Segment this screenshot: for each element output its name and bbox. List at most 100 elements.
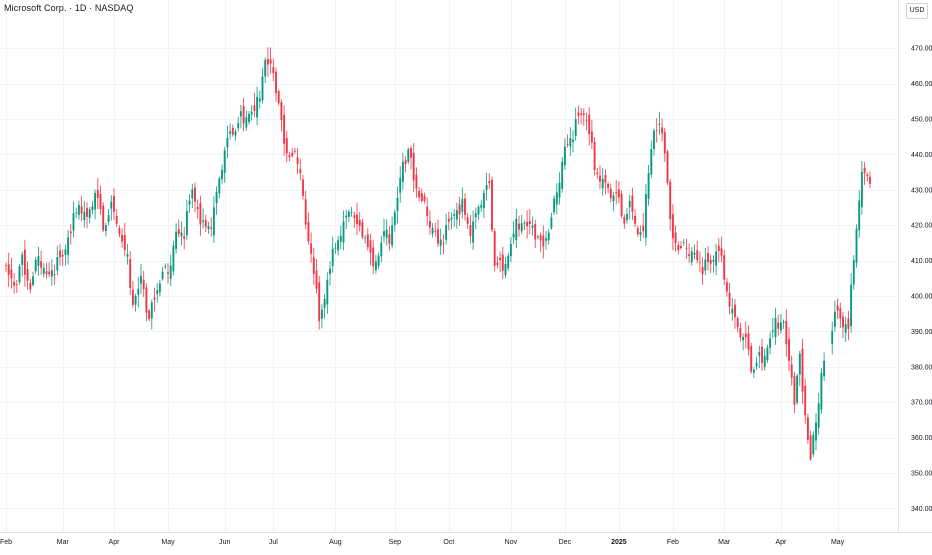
candle-body <box>580 113 583 115</box>
candle <box>418 187 421 202</box>
candle-body <box>461 199 464 212</box>
candle-body <box>526 221 529 227</box>
candle-body <box>585 120 588 122</box>
candle <box>188 193 191 213</box>
candle <box>269 47 272 74</box>
candle <box>709 254 712 274</box>
candle <box>299 158 302 181</box>
candle-body <box>199 203 202 225</box>
candle-body <box>129 258 132 289</box>
candle-body <box>331 248 334 266</box>
candle-body <box>615 192 618 194</box>
candle <box>256 86 259 126</box>
candle <box>669 178 672 231</box>
candle-body <box>669 181 672 220</box>
candle-body <box>790 364 793 378</box>
candle-body <box>474 213 477 218</box>
candle-body <box>815 422 817 441</box>
candle-body <box>480 205 483 208</box>
candle <box>536 234 539 240</box>
candle <box>550 212 553 230</box>
candle-body <box>366 234 369 248</box>
candle <box>94 189 97 220</box>
candle-body <box>261 76 264 101</box>
candle <box>77 200 80 220</box>
time-tick-label: Apr <box>109 539 121 546</box>
candle <box>32 271 34 287</box>
candle-body <box>226 137 229 148</box>
candle-body <box>142 279 145 290</box>
candle-body <box>361 222 364 238</box>
candle-body <box>696 250 699 261</box>
candle-body <box>172 245 175 272</box>
candle <box>442 233 445 255</box>
candle-body <box>458 204 461 215</box>
candle-body <box>185 210 188 236</box>
candle-body <box>364 237 367 239</box>
candle <box>129 250 132 295</box>
candle <box>307 212 310 245</box>
candle-body <box>380 242 383 257</box>
currency-button[interactable]: USD <box>906 3 928 19</box>
candle-body <box>423 195 426 201</box>
candle <box>466 212 469 229</box>
candle <box>431 223 434 238</box>
candle-body <box>307 221 310 242</box>
candle-body <box>812 434 815 455</box>
candle <box>234 128 237 141</box>
candle-body <box>272 67 275 74</box>
candle-body <box>104 225 107 232</box>
candle-body <box>40 261 43 268</box>
candle-body <box>350 212 353 214</box>
candle-body <box>80 206 83 214</box>
candle <box>731 297 734 321</box>
candle-body <box>674 232 677 244</box>
candle-body <box>464 198 466 215</box>
candle <box>83 201 86 228</box>
candle <box>507 252 510 271</box>
candle <box>647 164 650 206</box>
candle <box>666 149 669 186</box>
candle <box>96 177 99 210</box>
candle-body <box>536 236 539 238</box>
candle <box>272 58 275 82</box>
candle <box>175 223 178 254</box>
candle <box>415 167 418 198</box>
candle <box>817 392 820 435</box>
candle-body <box>234 131 237 136</box>
candle-body <box>839 308 842 319</box>
candle-body <box>223 150 226 173</box>
candle <box>275 67 277 102</box>
candle <box>145 283 148 322</box>
candle <box>842 311 844 339</box>
candle-body <box>698 262 701 264</box>
candle <box>839 302 842 329</box>
candle-body <box>383 231 385 237</box>
candle <box>599 165 601 190</box>
candle-body <box>342 221 345 243</box>
symbol-title[interactable]: Microsoft Corp. · 1D · NASDAQ <box>4 3 134 13</box>
candle-body <box>520 223 523 232</box>
candle-body <box>509 243 512 257</box>
candle-body <box>339 235 342 242</box>
candle-body <box>426 206 429 217</box>
candle <box>499 251 502 273</box>
candle <box>126 244 129 265</box>
candle <box>850 273 853 333</box>
candle <box>493 228 496 272</box>
candle <box>626 207 628 224</box>
candle <box>23 239 26 287</box>
candle-body <box>720 248 723 256</box>
candle-body <box>204 219 207 227</box>
time-tick-label: Mar <box>57 539 70 546</box>
price-tick-label: 450.00 <box>911 117 932 124</box>
candle <box>61 249 64 267</box>
candle-body <box>623 216 626 224</box>
candle-body <box>302 179 304 196</box>
candle <box>420 188 423 203</box>
candle-body <box>642 225 645 232</box>
candle <box>326 272 329 314</box>
candle-body <box>420 192 423 201</box>
